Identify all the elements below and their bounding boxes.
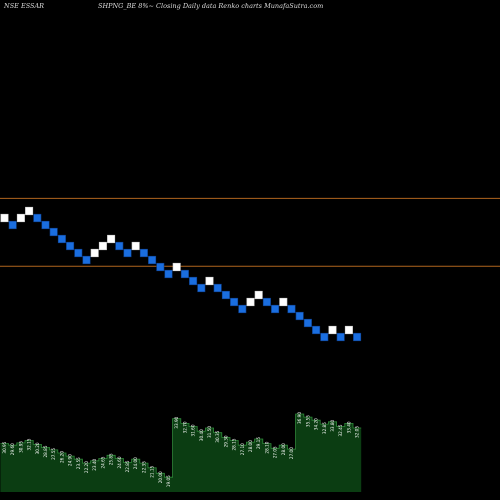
- volume-label: 28.15: [232, 438, 237, 450]
- renko-brick-up: [279, 297, 288, 307]
- renko-brick-down: [123, 248, 132, 258]
- renko-brick-down: [156, 262, 165, 272]
- renko-brick-down: [189, 276, 198, 286]
- renko-brick-up: [90, 248, 99, 258]
- volume-label: 33.80: [330, 419, 335, 431]
- volume-label: 27.05: [273, 446, 278, 458]
- renko-brick-down: [164, 269, 173, 279]
- volume-label: 31.50: [207, 426, 212, 438]
- volume-label: 28.00: [248, 440, 253, 452]
- volume-label: 36.90: [297, 412, 302, 424]
- renko-brick-down: [49, 227, 58, 237]
- volume-label: 29.15: [256, 437, 261, 449]
- volume-label: 35.55: [305, 415, 310, 427]
- chart-header-description: SHPNG_BE 8%~ Closing Daily data Renko ch…: [98, 2, 324, 10]
- volume-label: 28.85: [43, 445, 48, 457]
- renko-brick-down: [353, 332, 362, 342]
- volume-label: 24.65: [100, 456, 105, 468]
- volume-outline: [0, 413, 362, 478]
- volume-label: 27.00: [289, 447, 294, 459]
- renko-brick-up: [0, 213, 9, 223]
- reference-levels: [0, 197, 500, 267]
- renko-brick-up: [172, 262, 181, 272]
- volume-label: 29.60: [10, 443, 15, 455]
- renko-brick-down: [320, 332, 329, 342]
- renko-brick-down: [238, 304, 247, 314]
- volume-area: 30.95 29.60 30.95 32.15 30.20 28.85 27.55 26.20…: [0, 412, 362, 492]
- volume-label: 30.20: [35, 442, 40, 454]
- renko-brick-down: [148, 255, 157, 265]
- volume-label: 28.10: [264, 441, 269, 453]
- volume-label: 30.35: [215, 430, 220, 442]
- volume-label: 21.15: [150, 465, 155, 477]
- volume-label: 27.55: [51, 448, 56, 460]
- renko-bricks: [0, 206, 362, 342]
- volume-label: 28.00: [281, 443, 286, 455]
- volume-label: 32.45: [338, 424, 343, 436]
- renko-brick-down: [271, 304, 280, 314]
- renko-brick-down: [139, 248, 148, 258]
- renko-brick-down: [230, 297, 239, 307]
- volume-label: 23.55: [76, 457, 81, 469]
- renko-brick-down: [41, 220, 50, 230]
- renko-brick-down: [197, 283, 206, 293]
- renko-brick-down: [336, 332, 345, 342]
- renko-brick-up: [205, 276, 214, 286]
- volume-label: 29.30: [223, 435, 228, 447]
- renko-brick-up: [98, 241, 107, 251]
- renko-brick-up: [254, 290, 263, 300]
- volume-label: 31.60: [191, 424, 196, 436]
- volume-label: 32.85: [322, 422, 327, 434]
- volume-label: 33.40: [346, 421, 351, 433]
- volume-label: 26.20: [59, 451, 64, 463]
- renko-brick-down: [213, 283, 222, 293]
- renko-brick-down: [312, 325, 321, 335]
- volume-label: 32.05: [355, 426, 360, 438]
- volume-label: 25.85: [109, 453, 114, 465]
- renko-brick-down: [287, 304, 296, 314]
- volume-label: 34.20: [314, 418, 319, 430]
- volume-label: 24.00: [133, 457, 138, 469]
- renko-brick-down: [180, 269, 189, 279]
- volume-label: 30.95: [18, 441, 23, 453]
- volume-label: 24.60: [117, 456, 122, 468]
- volume-label: 19.05: [166, 475, 171, 487]
- volume-fill: [0, 414, 362, 492]
- volume-label: 30.40: [199, 429, 204, 441]
- renko-brick-up: [131, 241, 140, 251]
- renko-brick-down: [8, 220, 17, 230]
- volume-label: 22.85: [125, 460, 130, 472]
- volume-label: 32.15: [27, 438, 32, 450]
- volume-label: 23.40: [92, 458, 97, 470]
- renko-brick-down: [74, 248, 83, 258]
- renko-brick-up: [344, 325, 353, 335]
- renko-brick-up: [25, 206, 34, 216]
- renko-brick-down: [66, 241, 75, 251]
- volume-label: 33.90: [174, 416, 179, 428]
- renko-brick-up: [246, 297, 255, 307]
- renko-brick-down: [57, 234, 66, 244]
- volume-label: 24.90: [68, 454, 73, 466]
- volume-label: 20.00: [158, 471, 163, 483]
- renko-brick-down: [262, 297, 271, 307]
- renko-brick-down: [221, 290, 230, 300]
- renko-brick-up: [328, 325, 337, 335]
- volume-label: 32.70: [182, 421, 187, 433]
- renko-brick-down: [82, 255, 91, 265]
- volume-label: 22.35: [141, 461, 146, 473]
- volume-label: 22.20: [84, 461, 89, 473]
- chart-header-symbol: NSE ESSAR: [4, 2, 45, 10]
- renko-brick-up: [107, 234, 116, 244]
- renko-brick-down: [303, 318, 312, 328]
- volume-label: 27.10: [240, 443, 245, 455]
- renko-brick-down: [33, 213, 42, 223]
- renko-brick-down: [295, 311, 304, 321]
- renko-brick-up: [16, 213, 25, 223]
- volume-label: 30.95: [2, 441, 7, 453]
- renko-brick-down: [115, 241, 124, 251]
